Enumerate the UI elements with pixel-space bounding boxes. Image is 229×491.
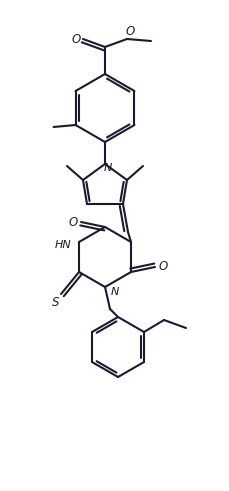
Text: O: O (158, 261, 167, 273)
Text: O: O (125, 25, 134, 37)
Text: N: N (103, 163, 112, 173)
Text: HN: HN (55, 240, 71, 250)
Text: N: N (110, 287, 119, 297)
Text: O: O (71, 32, 80, 46)
Text: O: O (68, 216, 77, 228)
Text: S: S (52, 297, 60, 309)
